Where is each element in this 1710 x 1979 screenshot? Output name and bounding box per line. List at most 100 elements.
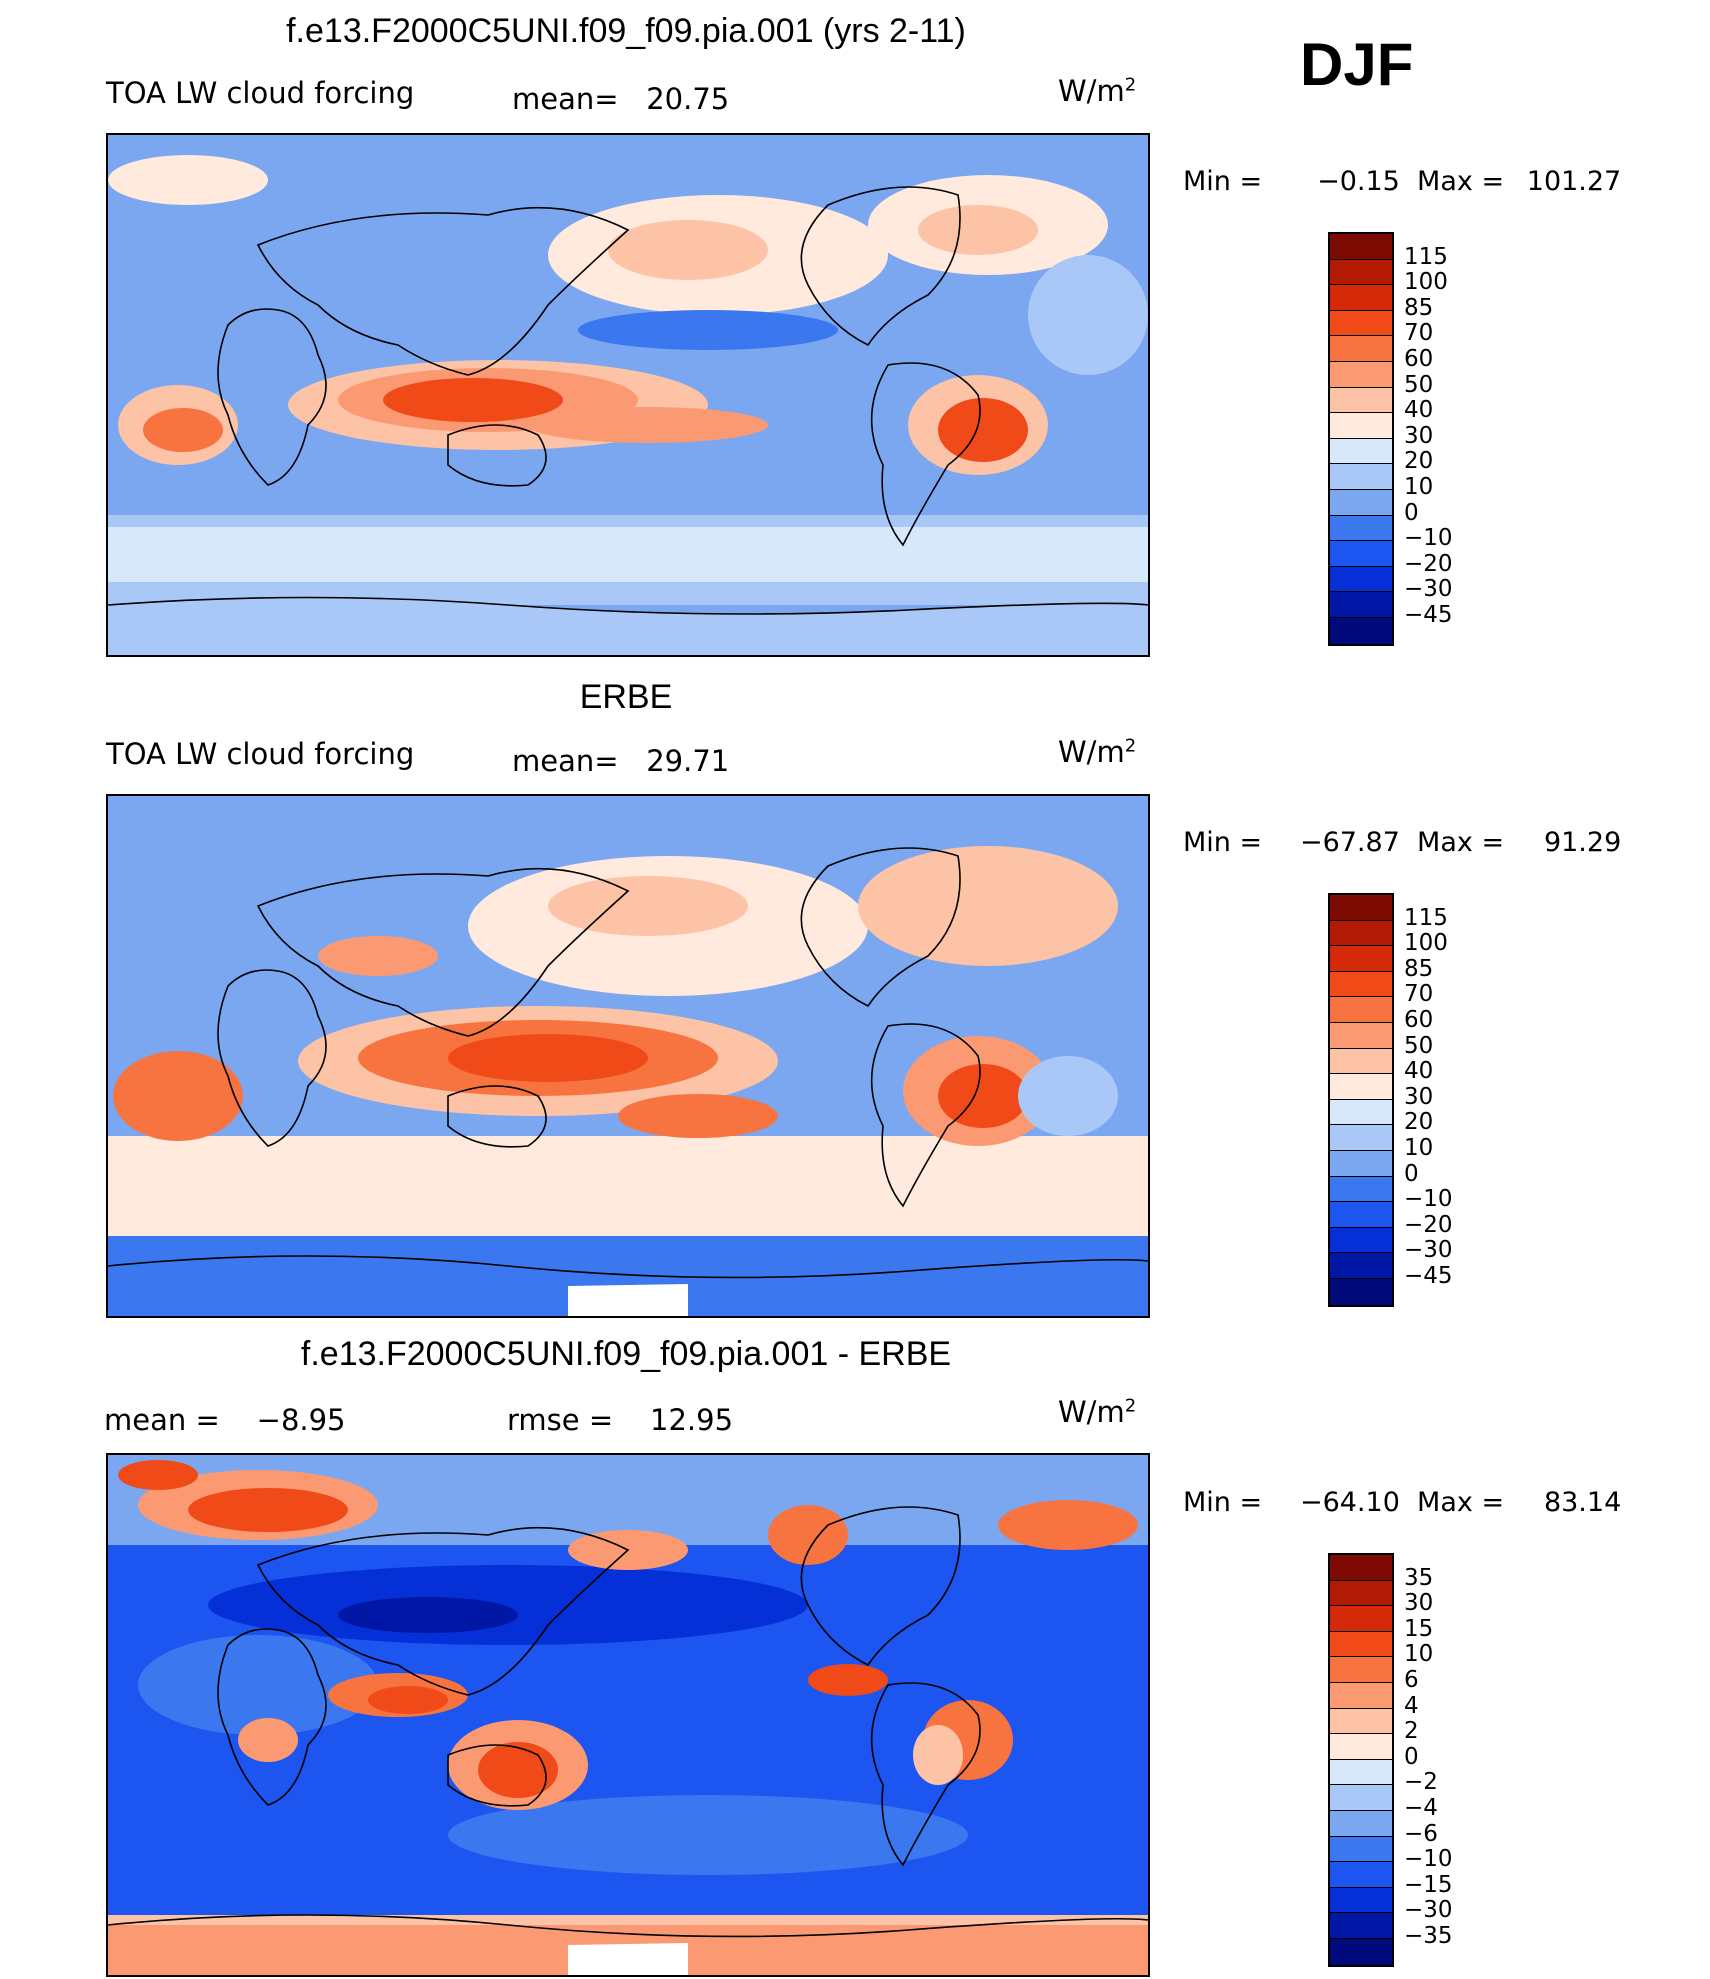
panel-1-min-label: Min = xyxy=(1183,166,1262,197)
panel-1-min-value: −0.15 xyxy=(1288,166,1400,197)
colorbar-cell xyxy=(1330,592,1392,618)
colorbar-tick-label: −20 xyxy=(1404,551,1453,577)
panel-2-colorbar xyxy=(1328,893,1394,1307)
colorbar-cell xyxy=(1330,1074,1392,1100)
colorbar-tick-label: 100 xyxy=(1404,930,1448,956)
colorbar-tick-label: 4 xyxy=(1404,1693,1419,1719)
colorbar-tick-label: −10 xyxy=(1404,1186,1453,1212)
colorbar-cell xyxy=(1330,1049,1392,1075)
panel-2-map xyxy=(106,794,1150,1318)
colorbar-tick-label: 0 xyxy=(1404,1161,1419,1187)
colorbar-tick-label: 100 xyxy=(1404,269,1448,295)
colorbar-cell xyxy=(1330,1837,1392,1863)
panel-3-max-label: Max = xyxy=(1417,1487,1504,1518)
colorbar-tick-label: 115 xyxy=(1404,905,1448,931)
colorbar-cell xyxy=(1330,1202,1392,1228)
colorbar-cell xyxy=(1330,1760,1392,1786)
panel-1-field-label: TOA LW cloud forcing xyxy=(106,76,414,110)
colorbar-cell xyxy=(1330,618,1392,644)
colorbar-cell xyxy=(1330,1177,1392,1203)
colorbar-cell xyxy=(1330,1913,1392,1939)
panel-2-max-label: Max = xyxy=(1417,827,1504,858)
colorbar-cell xyxy=(1330,1939,1392,1965)
colorbar-tick-label: −4 xyxy=(1404,1795,1438,1821)
panel-2-min-label: Min = xyxy=(1183,827,1262,858)
colorbar-cell xyxy=(1330,1151,1392,1177)
colorbar-cell xyxy=(1330,1785,1392,1811)
colorbar-cell xyxy=(1330,1125,1392,1151)
panel-1-max-label: Max = xyxy=(1417,166,1504,197)
panel-1-max-value: 101.27 xyxy=(1521,166,1621,197)
panel-1-colorbar xyxy=(1328,232,1394,646)
colorbar-cell xyxy=(1330,1555,1392,1581)
colorbar-tick-label: 50 xyxy=(1404,1033,1433,1059)
colorbar-cell xyxy=(1330,1023,1392,1049)
colorbar-cell xyxy=(1330,490,1392,516)
colorbar-tick-label: −30 xyxy=(1404,1897,1453,1923)
colorbar-tick-label: −30 xyxy=(1404,576,1453,602)
panel-1-units-sup: 2 xyxy=(1125,74,1136,95)
colorbar-tick-label: −35 xyxy=(1404,1923,1453,1949)
colorbar-tick-label: −30 xyxy=(1404,1237,1453,1263)
colorbar-cell xyxy=(1330,1657,1392,1683)
colorbar-tick-label: 30 xyxy=(1404,1084,1433,1110)
colorbar-cell xyxy=(1330,1811,1392,1837)
panel-2-mean-value: 29.71 xyxy=(646,744,729,778)
colorbar-tick-label: 40 xyxy=(1404,397,1433,423)
panel-2-units: W/m2 xyxy=(1058,735,1136,769)
colorbar-tick-label: −20 xyxy=(1404,1212,1453,1238)
panel-1-mean-label: mean= xyxy=(512,82,619,116)
panel-3-units: W/m2 xyxy=(1058,1395,1136,1429)
panel-1-map xyxy=(106,133,1150,657)
colorbar-tick-label: 60 xyxy=(1404,1007,1433,1033)
colorbar-tick-label: 40 xyxy=(1404,1058,1433,1084)
colorbar-tick-label: 10 xyxy=(1404,1135,1433,1161)
colorbar-tick-label: 20 xyxy=(1404,448,1433,474)
colorbar-cell xyxy=(1330,1862,1392,1888)
colorbar-cell xyxy=(1330,1632,1392,1658)
colorbar-cell xyxy=(1330,1581,1392,1607)
colorbar-tick-label: −45 xyxy=(1404,602,1453,628)
colorbar-cell xyxy=(1330,234,1392,260)
colorbar-tick-label: 85 xyxy=(1404,295,1433,321)
colorbar-tick-label: 60 xyxy=(1404,346,1433,372)
colorbar-cell xyxy=(1330,921,1392,947)
colorbar-tick-label: −10 xyxy=(1404,525,1453,551)
panel-1-mean-value: 20.75 xyxy=(646,82,729,116)
colorbar-cell xyxy=(1330,311,1392,337)
colorbar-cell xyxy=(1330,260,1392,286)
colorbar-cell xyxy=(1330,1683,1392,1709)
colorbar-tick-label: 20 xyxy=(1404,1109,1433,1135)
colorbar-cell xyxy=(1330,388,1392,414)
colorbar-cell xyxy=(1330,1100,1392,1126)
colorbar-tick-label: 0 xyxy=(1404,500,1419,526)
panel-2-units-text: W/m xyxy=(1058,735,1125,769)
colorbar-cell xyxy=(1330,464,1392,490)
panel-3-rmse-label: rmse = xyxy=(507,1403,613,1437)
colorbar-cell xyxy=(1330,1709,1392,1735)
colorbar-tick-label: 70 xyxy=(1404,981,1433,1007)
colorbar-cell xyxy=(1330,946,1392,972)
panel-3-map xyxy=(106,1453,1150,1977)
season-label: DJF xyxy=(1300,30,1413,99)
colorbar-tick-label: −45 xyxy=(1404,1263,1453,1289)
colorbar-cell xyxy=(1330,1606,1392,1632)
panel-3-minmax: Min = −64.10 Max = 83.14 xyxy=(1183,1487,1621,1518)
panel-3-mean-value: −8.95 xyxy=(257,1403,346,1437)
colorbar-cell xyxy=(1330,516,1392,542)
colorbar-cell xyxy=(1330,541,1392,567)
panel-3-min-label: Min = xyxy=(1183,1487,1262,1518)
colorbar-cell xyxy=(1330,1279,1392,1305)
colorbar-cell xyxy=(1330,285,1392,311)
colorbar-tick-label: 35 xyxy=(1404,1565,1433,1591)
panel-1-mean: mean= 20.75 xyxy=(512,82,729,116)
panel-2-mean-label: mean= xyxy=(512,744,619,778)
colorbar-tick-label: −15 xyxy=(1404,1872,1453,1898)
colorbar-tick-label: 50 xyxy=(1404,372,1433,398)
colorbar-cell xyxy=(1330,972,1392,998)
panel-1-units-text: W/m xyxy=(1058,74,1125,108)
colorbar-cell xyxy=(1330,1888,1392,1914)
panel-2-mean: mean= 29.71 xyxy=(512,744,729,778)
panel-3-mean-label: mean = xyxy=(104,1403,220,1437)
colorbar-tick-label: 70 xyxy=(1404,320,1433,346)
